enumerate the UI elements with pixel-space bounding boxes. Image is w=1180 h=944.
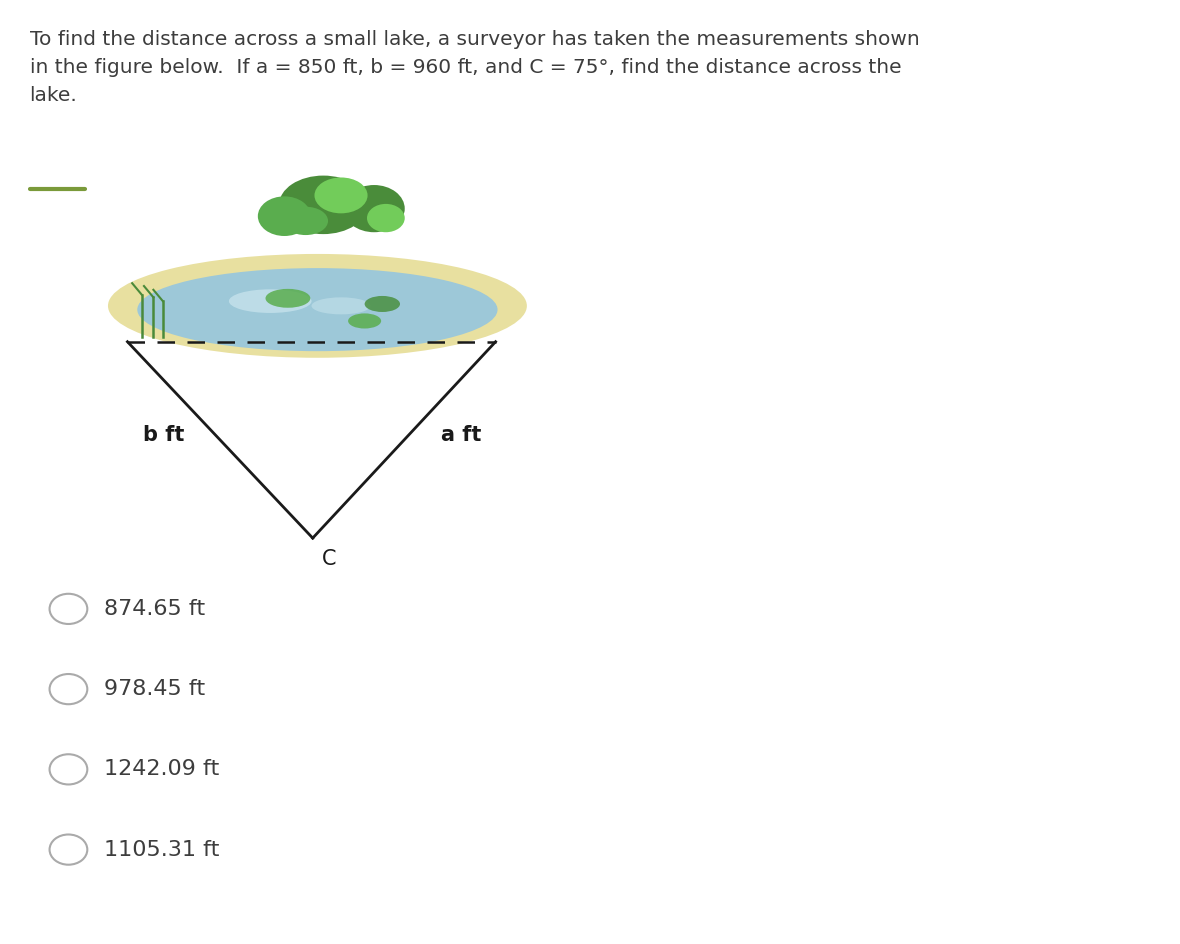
Ellipse shape [280,176,368,234]
Ellipse shape [266,289,310,308]
Text: 1242.09 ft: 1242.09 ft [104,759,219,780]
Ellipse shape [312,297,371,314]
Ellipse shape [367,204,405,232]
Text: 978.45 ft: 978.45 ft [104,679,205,700]
Ellipse shape [365,296,400,312]
Text: C: C [322,548,336,569]
Text: To find the distance across a small lake, a surveyor has taken the measurements : To find the distance across a small lake… [30,30,919,105]
Text: 874.65 ft: 874.65 ft [104,598,205,619]
Ellipse shape [137,268,498,351]
Ellipse shape [283,207,328,235]
Ellipse shape [348,313,381,329]
Ellipse shape [314,177,368,213]
Ellipse shape [109,254,526,358]
Ellipse shape [257,196,312,236]
Ellipse shape [343,185,405,232]
Text: b ft: b ft [143,425,184,446]
Text: a ft: a ft [440,425,481,446]
Ellipse shape [229,289,312,312]
Text: 1105.31 ft: 1105.31 ft [104,839,219,860]
